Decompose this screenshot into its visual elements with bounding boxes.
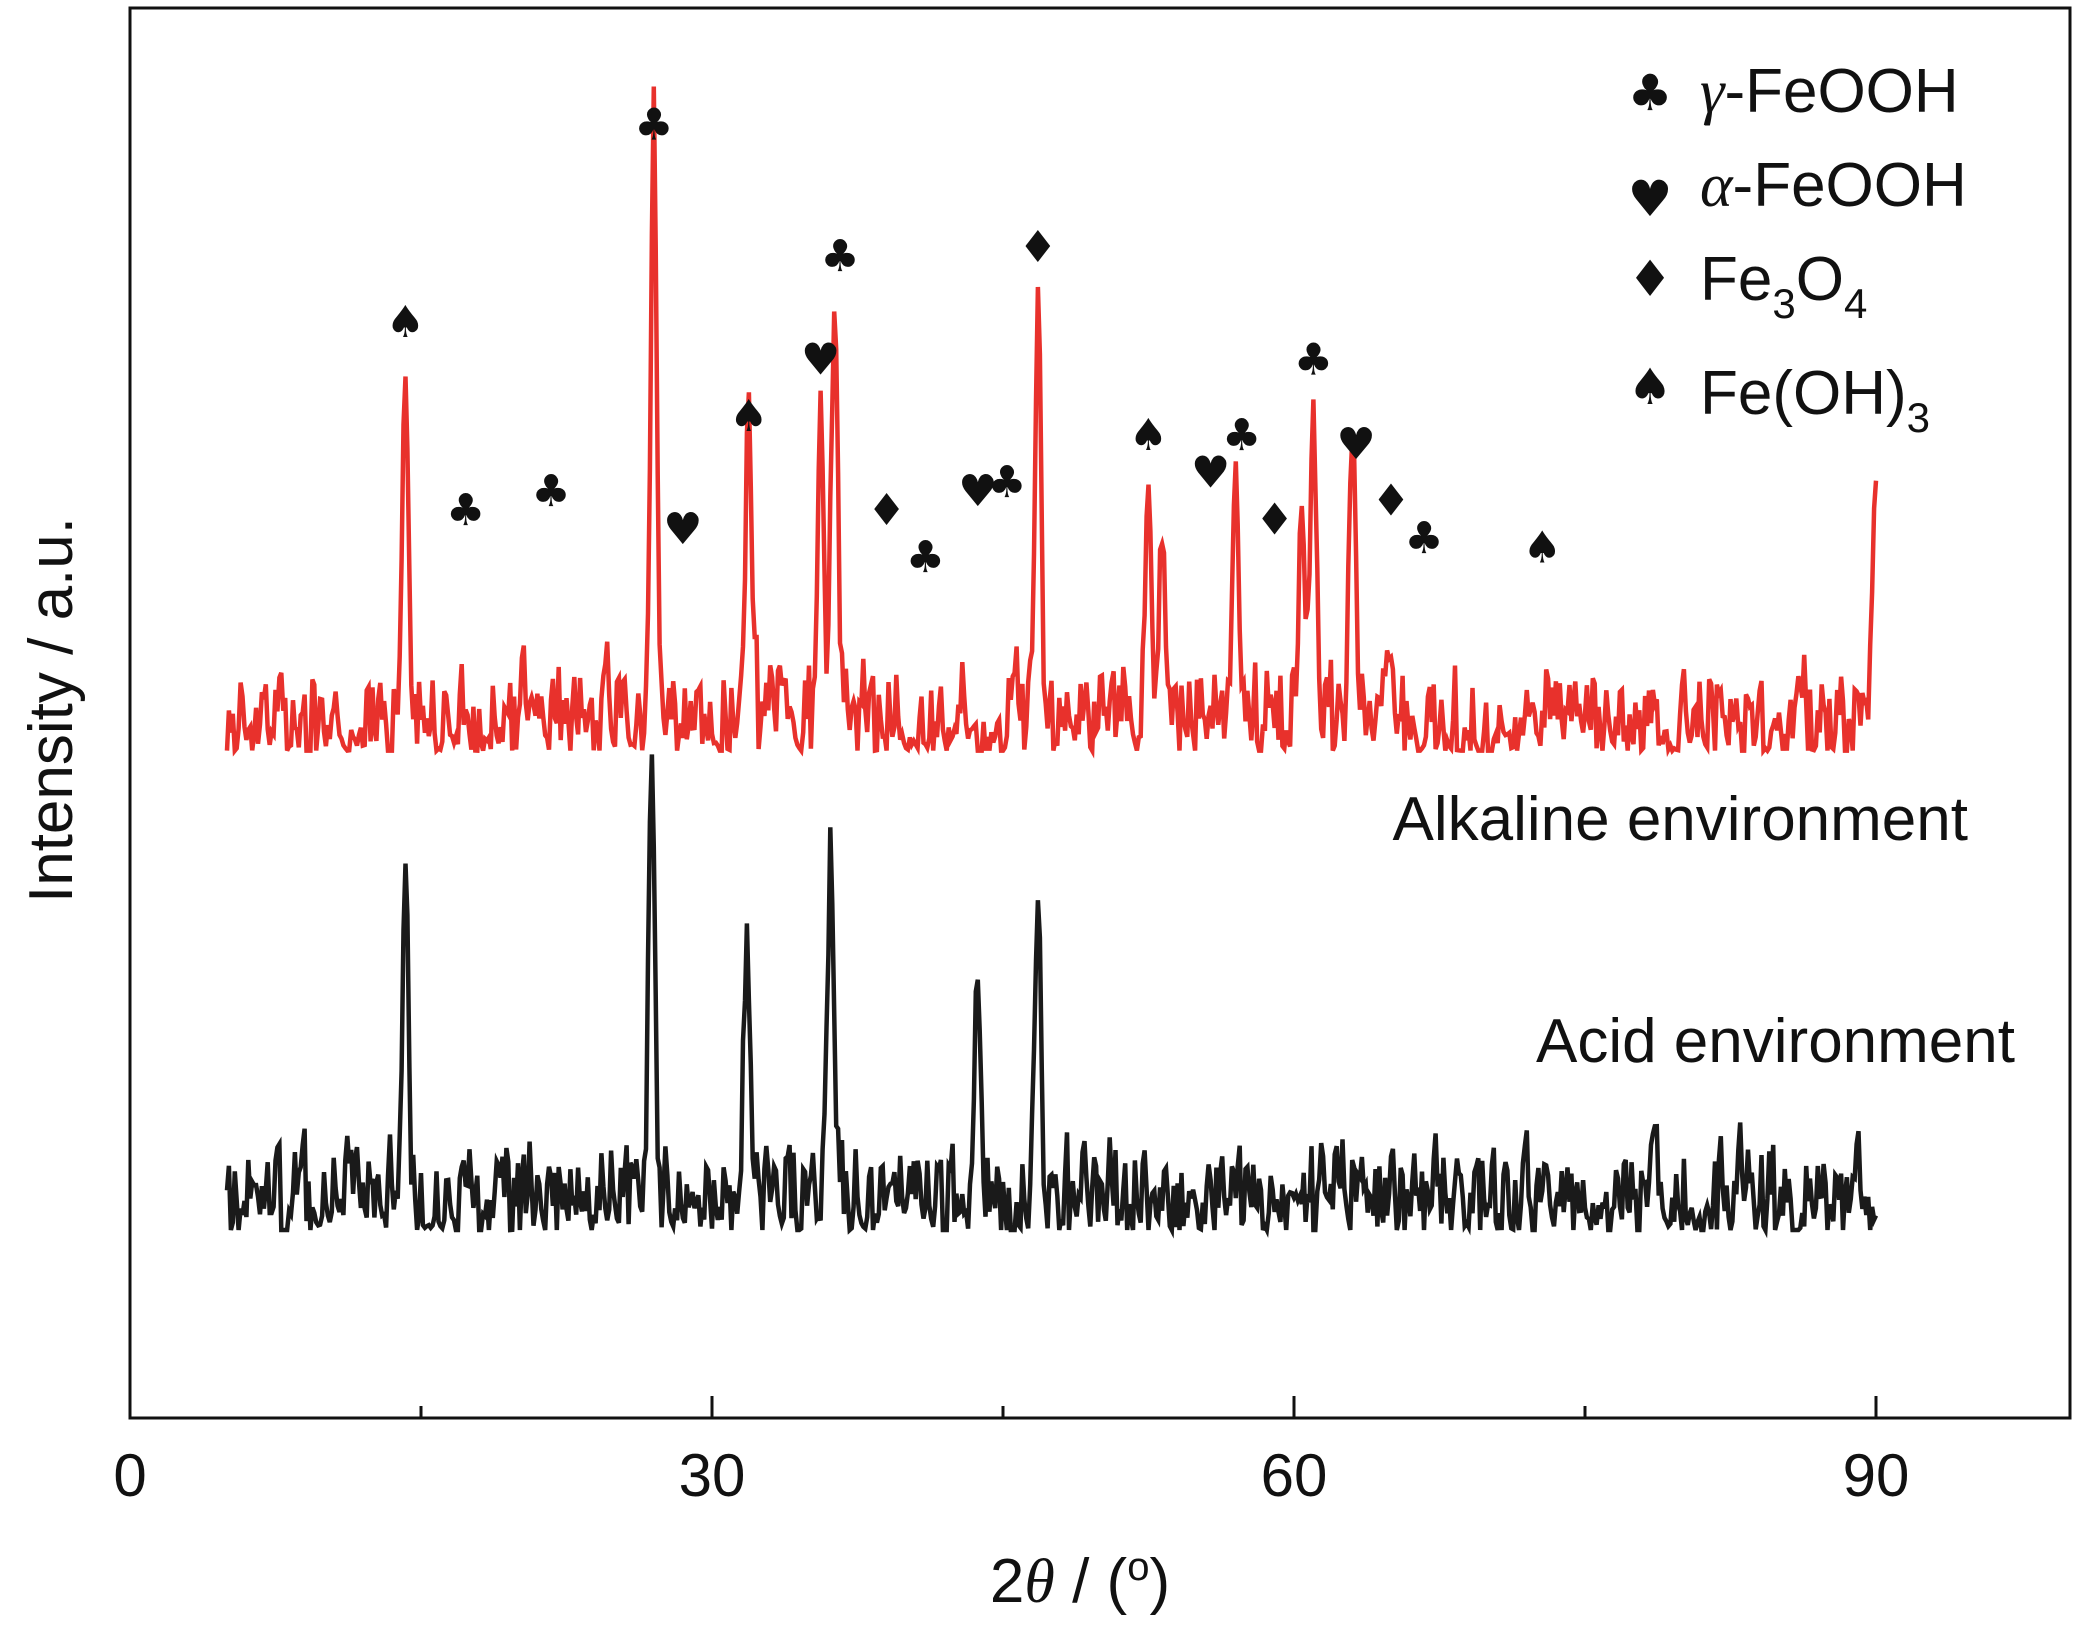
club-icon: ♣ — [1404, 513, 1443, 564]
legend-label: γ-FeOOH — [1700, 57, 1959, 126]
legend-entry-fe3o4: ♦ Fe3O4 — [1628, 245, 1868, 327]
x-tick-label: 30 — [679, 1442, 746, 1509]
heart-icon: ♥ — [1191, 447, 1230, 498]
series-line-alkaline — [224, 86, 1879, 759]
heart-icon: ♥ — [1336, 419, 1375, 470]
spade-icon: ♠ — [729, 391, 768, 442]
club-icon: ♣ — [906, 532, 945, 583]
diamond-icon: ♦ — [1018, 222, 1057, 273]
club-icon: ♣ — [634, 100, 673, 151]
phase-marker-layer: ♠♣ ♣♣♥♠♥♣♦♣♥♣♦♠♥♣♦♣♥♦♣ ♠ — [386, 100, 1562, 583]
x-tick-label: 0 — [113, 1442, 146, 1509]
club-icon: ♣ — [987, 457, 1026, 508]
series-line-acid — [224, 754, 1879, 1239]
y-axis-title: Intensity / a.u. — [17, 517, 86, 903]
club-icon: ♣ — [1294, 335, 1333, 386]
heart-icon: ♥ — [801, 335, 840, 386]
diamond-icon: ♦ — [1628, 250, 1673, 308]
heart-icon: ♥ — [958, 466, 997, 517]
x-tick-label: 60 — [1261, 1442, 1328, 1509]
club-icon: ♣ — [1628, 64, 1673, 122]
legend-entry-feoh3: ♠ Fe(OH)3 — [1628, 358, 1930, 441]
spade-icon: ♠ — [386, 297, 425, 348]
series-label-acid: Acid environment — [1536, 1007, 2015, 1076]
spade-icon: ♠ — [1129, 410, 1168, 461]
legend-entry-gamma-feooh: ♣ γ-FeOOH — [1628, 57, 1959, 126]
legend-label: Fe3O4 — [1700, 245, 1867, 327]
legend-label: Fe(OH)3 — [1700, 359, 1930, 441]
plot-frame — [128, 6, 2072, 1420]
heart-icon: ♥ — [663, 504, 702, 555]
spade-icon: ♠ — [1523, 523, 1562, 574]
diamond-icon: ♦ — [1255, 494, 1294, 545]
diamond-icon: ♦ — [867, 485, 906, 536]
diamond-icon: ♦ — [1371, 476, 1410, 527]
legend-entry-alpha-feooh: ♥ α-FeOOH — [1628, 151, 1967, 228]
club-icon: ♣ — [1222, 410, 1261, 461]
x-axis-title: 2θ / (o) — [990, 1545, 1170, 1616]
x-axis: 0 30 60 90 — [113, 1396, 1909, 1509]
club-icon: ♣ — [446, 485, 485, 536]
legend-label: α-FeOOH — [1700, 151, 1967, 220]
legend: ♣ γ-FeOOH ♥ α-FeOOH ♦ Fe3O4 ♠ Fe(OH)3 — [1628, 57, 1967, 441]
club-icon: ♣ — [531, 466, 570, 517]
x-tick-label: 90 — [1843, 1442, 1910, 1509]
spade-icon: ♠ — [1628, 358, 1673, 416]
series-layer — [224, 86, 1879, 1239]
series-label-alkaline: Alkaline environment — [1392, 785, 1968, 854]
heart-icon: ♥ — [1628, 170, 1673, 228]
club-icon: ♣ — [820, 231, 859, 282]
